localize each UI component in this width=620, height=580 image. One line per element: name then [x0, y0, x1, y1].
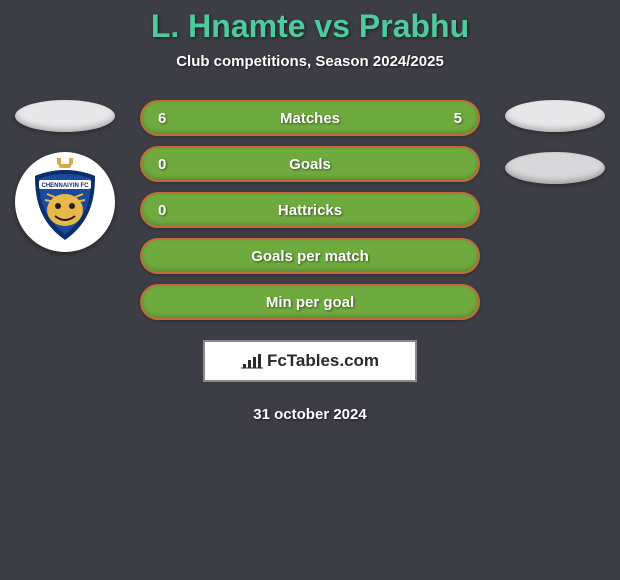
stat-label: Goals	[289, 156, 331, 173]
stat-row-mpg: Min per goal	[140, 284, 480, 320]
shield-icon: CHENNAIYIN FC	[31, 168, 99, 242]
stat-row-goals: 0 Goals	[140, 146, 480, 182]
team-badge-left: CHENNAIYIN FC	[15, 152, 115, 252]
main-row: CHENNAIYIN FC 6 Matches 5 0	[0, 100, 620, 423]
stat-left-value: 0	[158, 202, 178, 219]
stat-label: Goals per match	[251, 248, 369, 265]
stat-row-matches: 6 Matches 5	[140, 100, 480, 136]
right-placeholder-ellipse-2	[505, 152, 605, 184]
branding-box[interactable]: FcTables.com	[203, 340, 417, 382]
page-title: L. Hnamte vs Prabhu	[151, 8, 469, 45]
stat-row-gpm: Goals per match	[140, 238, 480, 274]
chart-icon	[241, 352, 263, 370]
stat-label: Hattricks	[278, 202, 342, 219]
stat-right-value: 5	[442, 110, 462, 127]
stat-left-value: 6	[158, 110, 178, 127]
badge-text: CHENNAIYIN FC	[41, 183, 89, 189]
brand-text: FcTables.com	[267, 351, 379, 371]
comparison-card: L. Hnamte vs Prabhu Club competitions, S…	[0, 0, 620, 423]
date-label: 31 october 2024	[253, 406, 366, 423]
right-column	[500, 100, 610, 423]
subtitle: Club competitions, Season 2024/2025	[176, 53, 444, 70]
stats-column: 6 Matches 5 0 Goals 0 Hattricks	[130, 100, 490, 423]
stat-label: Matches	[280, 110, 340, 127]
stat-label: Min per goal	[266, 294, 354, 311]
left-placeholder-ellipse	[15, 100, 115, 132]
right-placeholder-ellipse-1	[505, 100, 605, 132]
left-column: CHENNAIYIN FC	[10, 100, 120, 423]
stat-row-hattricks: 0 Hattricks	[140, 192, 480, 228]
stat-left-value: 0	[158, 156, 178, 173]
trophy-icon	[51, 156, 79, 173]
